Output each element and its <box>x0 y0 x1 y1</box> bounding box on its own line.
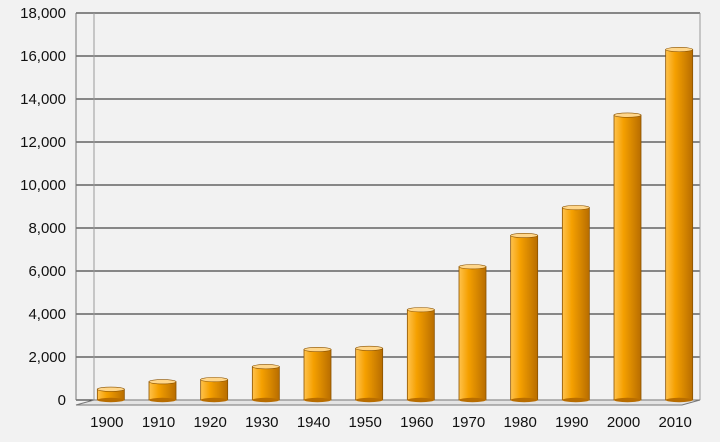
bar-base <box>355 397 383 403</box>
bar-body <box>200 379 229 401</box>
y-tick-label: 16,000 <box>20 48 66 65</box>
bar-base <box>665 397 693 403</box>
y-tick-label: 4,000 <box>28 306 66 323</box>
bar-body <box>148 381 177 401</box>
x-tick-label: 1930 <box>245 414 278 431</box>
bar-top <box>148 379 177 385</box>
bar-top <box>200 377 228 383</box>
bar-base <box>407 397 435 403</box>
x-tick-label: 1900 <box>90 414 123 431</box>
axes <box>75 13 701 406</box>
bar-base <box>459 397 486 403</box>
bar-body <box>561 207 590 401</box>
x-tick-label: 1910 <box>142 414 175 431</box>
bar <box>251 364 280 403</box>
bar-top <box>613 112 642 118</box>
bar-base <box>149 397 176 403</box>
x-tick-label: 1950 <box>348 414 381 431</box>
bar-top <box>510 233 538 239</box>
bar-base <box>252 397 280 403</box>
bar-top <box>407 307 435 313</box>
bar-body <box>665 49 694 401</box>
bar <box>148 379 177 403</box>
x-tick-label: 1970 <box>452 414 485 431</box>
bar <box>613 112 642 403</box>
gridlines <box>76 12 700 401</box>
x-tick-label: 1920 <box>193 414 226 431</box>
bar-top <box>97 386 125 392</box>
bar <box>510 233 539 403</box>
x-tick-labels: 1900 1910 1920 1930 1940 1950 1960 1970 1980 1990… <box>90 414 692 431</box>
bar-body <box>355 347 384 401</box>
x-tick-label: 1980 <box>503 414 536 431</box>
y-tick-label: 8,000 <box>28 220 66 237</box>
y-tick-label: 12,000 <box>20 134 66 151</box>
bar-base <box>97 397 125 403</box>
bar <box>665 47 694 403</box>
x-axis-floor <box>75 399 701 406</box>
bar <box>561 205 590 403</box>
bar-body <box>510 235 539 401</box>
bar <box>96 386 125 403</box>
y-tick-label: 14,000 <box>20 91 66 108</box>
bar-base <box>304 397 331 403</box>
bar <box>303 346 332 403</box>
x-tick-label: 1990 <box>555 414 588 431</box>
bar-top <box>303 346 332 352</box>
bar-top <box>252 364 280 370</box>
bar <box>458 264 487 403</box>
y-tick-label: 10,000 <box>20 177 66 194</box>
y-tick-label: 2,000 <box>28 349 66 366</box>
bar-body <box>406 309 435 401</box>
bar-body <box>458 266 487 401</box>
bars <box>96 47 694 403</box>
y-tick-label: 0 <box>58 392 66 409</box>
bar-body <box>251 366 280 401</box>
bar <box>355 345 384 403</box>
bar <box>406 307 435 403</box>
bar <box>200 377 229 403</box>
y-tick-labels: 0 2,000 4,000 6,000 8,000 10,000 12,000 14,000 1… <box>20 5 66 409</box>
x-tick-label: 1960 <box>400 414 433 431</box>
bar-top <box>458 264 487 270</box>
bar-base <box>200 397 228 403</box>
bar-base <box>614 397 641 403</box>
bar-base <box>562 397 590 403</box>
y-tick-label: 6,000 <box>28 263 66 280</box>
bar-base <box>510 397 538 403</box>
y-tick-label: 18,000 <box>20 5 66 22</box>
bar-top <box>355 345 383 351</box>
bar-body <box>613 114 642 401</box>
bar-top <box>665 47 693 53</box>
bar-top <box>562 205 590 211</box>
x-tick-label: 1940 <box>297 414 330 431</box>
x-tick-label: 2010 <box>658 414 691 431</box>
x-tick-label: 2000 <box>607 414 640 431</box>
bar-body <box>303 349 332 401</box>
